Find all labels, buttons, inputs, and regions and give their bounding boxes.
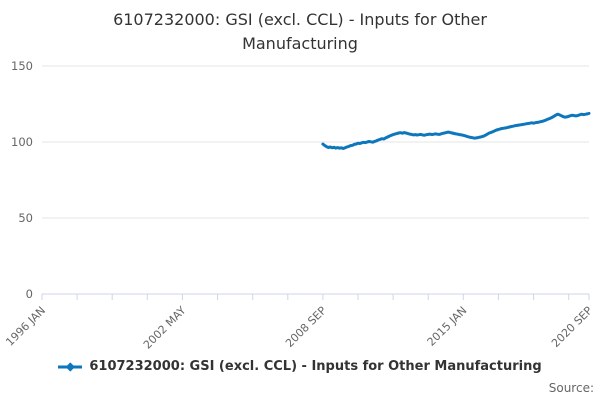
- y-axis-label: 150: [11, 59, 33, 73]
- source-label: Source:: [548, 381, 594, 395]
- chart-title: 6107232000: GSI (excl. CCL) - Inputs for…: [113, 10, 487, 53]
- legend-item[interactable]: 6107232000: GSI (excl. CCL) - Inputs for…: [58, 359, 542, 374]
- line-chart-plot: 0 50 100 150 1996 JAN 2002 MAY 2008 SEP 2015 JA…: [3, 59, 595, 352]
- x-axis-label: 1996 JAN: [3, 304, 48, 349]
- x-axis-label: 2002 MAY: [141, 304, 189, 352]
- series-marker-icon: [58, 361, 83, 372]
- x-axis-label: 2015 JAN: [425, 304, 470, 349]
- y-axis-label: 0: [26, 287, 33, 301]
- series-line[interactable]: [321, 111, 591, 150]
- legend: 6107232000: GSI (excl. CCL) - Inputs for…: [0, 359, 600, 374]
- x-axis-label: 2008 SEP: [283, 304, 329, 350]
- y-axis-label: 50: [18, 211, 33, 225]
- y-axis-label: 100: [11, 135, 33, 149]
- x-axis-label: 2020 SEP: [549, 304, 595, 350]
- legend-item-label: 6107232000: GSI (excl. CCL) - Inputs for…: [89, 359, 542, 374]
